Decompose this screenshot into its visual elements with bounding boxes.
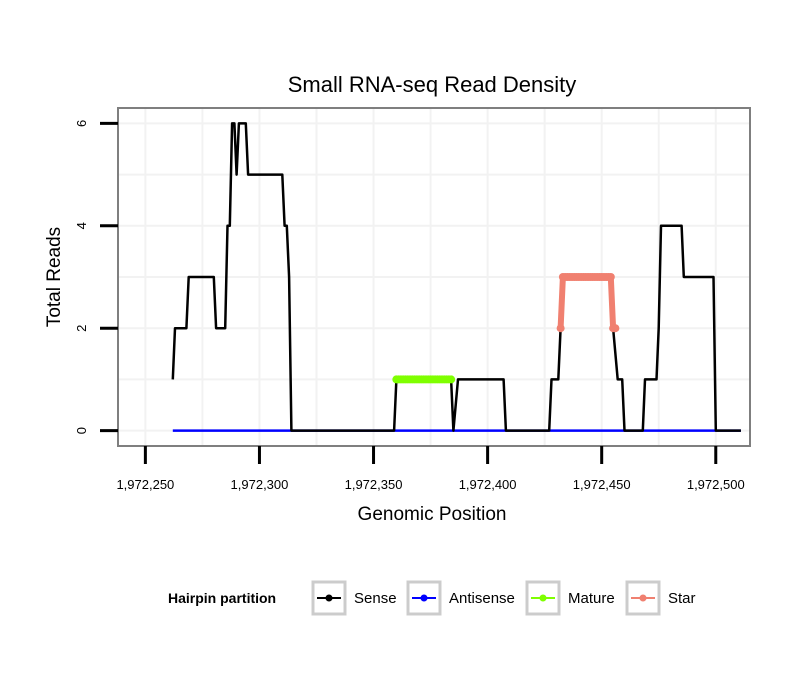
y-axis-label: Total Reads bbox=[44, 227, 65, 327]
y-tick-label: 2 bbox=[74, 325, 89, 332]
legend-label-antisense: Antisense bbox=[449, 590, 515, 607]
data-point-star bbox=[611, 324, 620, 333]
legend-dot-antisense bbox=[420, 594, 428, 602]
legend: Hairpin partition Sense Antisense Mature St… bbox=[168, 580, 696, 616]
legend-dot-mature bbox=[539, 594, 547, 602]
x-tick-label: 1,972,300 bbox=[231, 477, 289, 492]
y-axis: 0 2 4 6 bbox=[74, 120, 118, 434]
legend-dot-sense bbox=[325, 594, 333, 602]
data-point-star bbox=[556, 324, 565, 333]
legend-label-mature: Mature bbox=[568, 590, 615, 607]
series-layer bbox=[171, 122, 741, 432]
x-tick-label: 1,972,250 bbox=[116, 477, 174, 492]
y-tick-label: 0 bbox=[74, 427, 89, 434]
series-line-star bbox=[557, 274, 617, 332]
data-point-star bbox=[606, 273, 615, 281]
legend-label-sense: Sense bbox=[354, 590, 397, 607]
plot-panel bbox=[117, 107, 751, 447]
series-line-sense bbox=[171, 122, 741, 432]
x-tick-label: 1,972,400 bbox=[459, 477, 517, 492]
x-tick-label: 1,972,350 bbox=[345, 477, 403, 492]
x-axis: 1,972,250 1,972,300 1,972,350 1,972,400 1,97… bbox=[116, 446, 745, 492]
legend-label-star: Star bbox=[668, 590, 696, 607]
x-tick-label: 1,972,450 bbox=[573, 477, 631, 492]
x-axis-label: Genomic Position bbox=[358, 504, 507, 525]
x-tick-label: 1,972,500 bbox=[687, 477, 745, 492]
chart-title: Small RNA-seq Read Density bbox=[288, 72, 577, 97]
legend-title: Hairpin partition bbox=[168, 590, 276, 606]
legend-dot-star bbox=[639, 594, 647, 602]
y-tick-label: 6 bbox=[74, 120, 89, 127]
data-point-mature bbox=[447, 375, 456, 384]
y-tick-label: 4 bbox=[74, 222, 89, 229]
